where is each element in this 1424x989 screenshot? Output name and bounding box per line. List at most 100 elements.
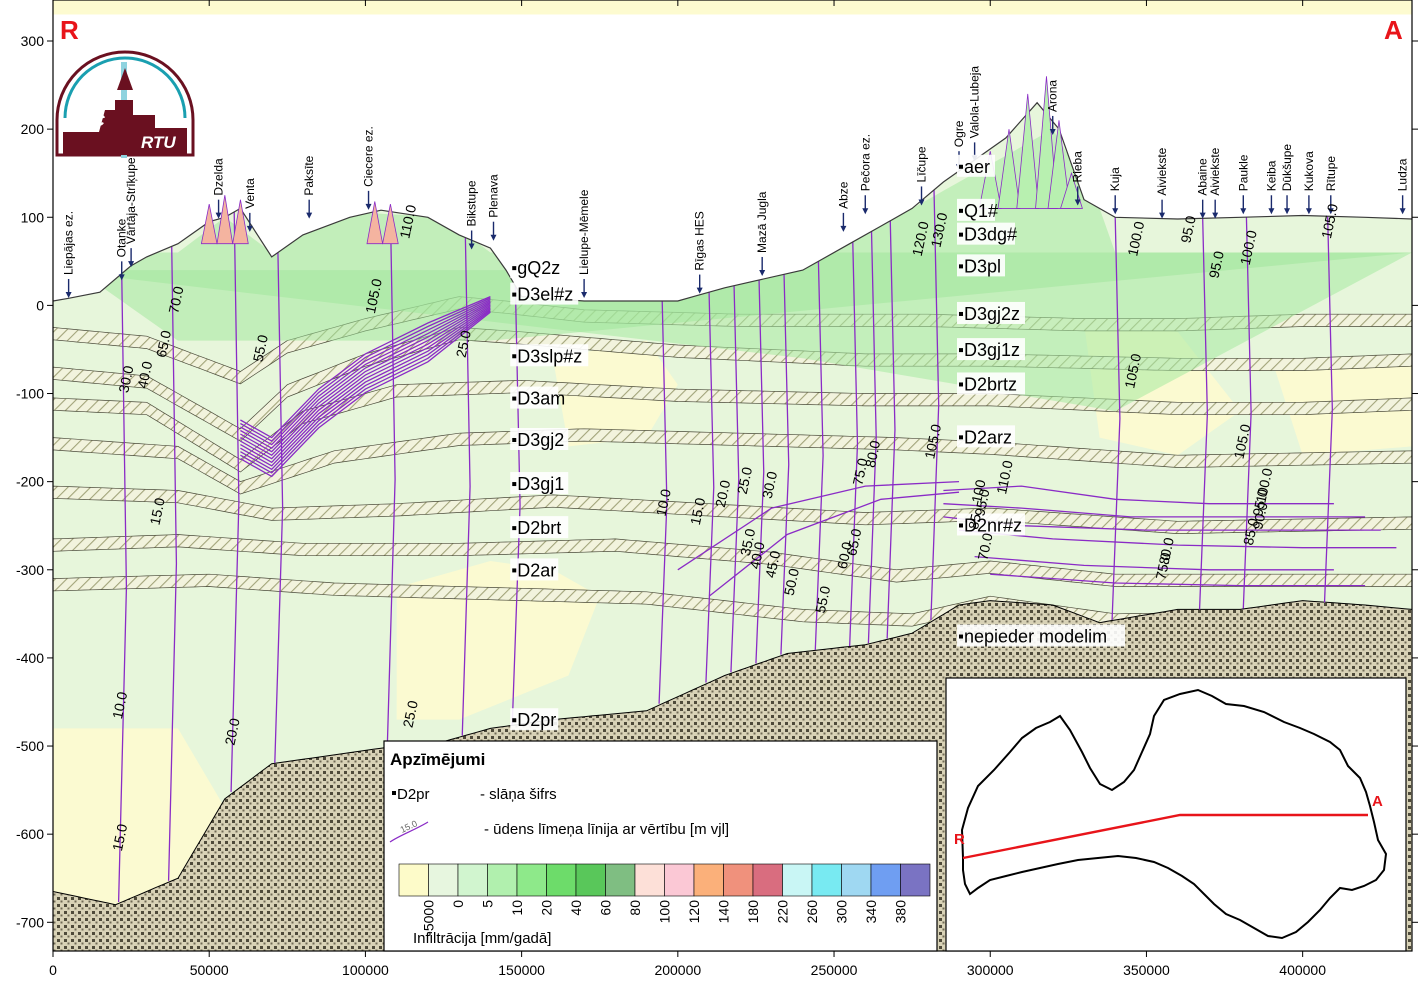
terrain-peak [1047, 120, 1071, 209]
colorbar-swatch [428, 863, 459, 897]
water-level-contour [167, 246, 178, 881]
river-arrowhead [1327, 208, 1334, 215]
water-level-contour [240, 303, 491, 457]
colorbar-swatch [398, 863, 429, 897]
river-label: Otanke [115, 218, 129, 257]
y-tick-label: -500 [16, 738, 44, 754]
layer-code: aer [964, 157, 990, 177]
layer-code-marker [512, 526, 517, 531]
contour-label: 70.0 [165, 285, 186, 315]
colorbar-tick-label: 300 [834, 900, 850, 924]
y-tick-label: -700 [16, 914, 44, 930]
contour-label: 85.0 [1240, 516, 1261, 546]
contour-label: 120.0 [909, 220, 932, 258]
contour-labels: 30.040.065.070.055.0105.0110.025.015.020… [109, 202, 1341, 852]
layer-code-box [510, 472, 569, 495]
colorbar-swatch [457, 863, 488, 897]
water-level-contour [705, 292, 715, 683]
layer-code-marker [512, 266, 517, 271]
layer-code-box [510, 427, 569, 450]
river-label: Rītupe [1324, 156, 1338, 192]
river-label: Līčupe [915, 146, 929, 182]
river-label: Dūkšupe [1280, 144, 1294, 192]
contour-label: 45.0 [762, 549, 783, 579]
y-tick-label: 100 [21, 209, 45, 225]
layer-code-marker [959, 311, 963, 316]
inset-label-a: A [1372, 793, 1383, 810]
contour-label: 75.0 [1152, 551, 1173, 581]
colorbar-tick-label: 80 [627, 900, 643, 916]
colorbar-tick-label: 0 [450, 900, 466, 908]
river-arrowhead [1074, 199, 1081, 206]
colorbar-swatch [487, 863, 518, 897]
water-level-contour [386, 211, 396, 747]
layer-code-marker [512, 292, 517, 297]
contour-label: 85 [965, 512, 984, 531]
layer-code-marker [512, 568, 517, 573]
water-level-contours [117, 189, 1397, 903]
layer-code: D3slp#z [517, 346, 582, 366]
contour-label: 60.0 [834, 540, 855, 570]
colorbar-tick-label: 120 [686, 900, 702, 924]
contour-label: 110.0 [993, 459, 1016, 496]
river-label: Bikstupe [465, 180, 479, 226]
river-label: Ludza [1396, 158, 1410, 191]
layer-code: gQ2z [517, 258, 560, 278]
y-tick-label: -100 [16, 386, 44, 402]
water-level-contour [461, 237, 471, 736]
river-label: Paksīte [302, 155, 316, 195]
water-level-contour [930, 189, 940, 621]
layer-code-marker [959, 348, 963, 353]
layer-code-box [510, 344, 589, 367]
water-level-contour [1242, 217, 1252, 609]
river-arrowhead [490, 234, 497, 241]
river-arrowhead [128, 261, 135, 268]
colorbar-tick-label: -5000 [421, 900, 437, 936]
colorbar-tick-label: 100 [657, 900, 673, 924]
river-arrowhead [118, 274, 125, 281]
water-level-contour [730, 285, 740, 673]
contour-label: 100 [968, 478, 989, 504]
water-level-contour [814, 261, 824, 651]
layer-code-box [510, 256, 559, 279]
river-arrowhead [65, 291, 72, 298]
infiltration-colorbar: -5000 0 5 10 20 40 60 80 100 120 140 180 220 260 300 34… [398, 863, 931, 936]
layer-code: D2pr [517, 710, 556, 730]
layer-code-box [510, 386, 559, 409]
river-label: Ogre [952, 120, 966, 147]
legend-layer-code-desc: - slāņa šifrs [480, 786, 557, 803]
axes: 0 50000 100000 150000 200000 250000 300000 3500… [16, 0, 1418, 978]
water-level-contour [240, 311, 491, 478]
water-level-contour [658, 300, 668, 704]
contour-label: 25.0 [734, 465, 755, 495]
layer-codes: gQ2z D3el#z D3slp#z D3am D3gj2 D3gj1 D2brt D2ar… [510, 154, 1125, 731]
layer-code: D2ar [517, 560, 556, 580]
layer-code-box [957, 372, 1025, 395]
water-level-contour [1323, 216, 1333, 603]
layer-code-marker [512, 437, 517, 442]
contour-label: 40.0 [746, 540, 767, 570]
layer-code-box [957, 624, 1125, 647]
x-tick-label: 100000 [342, 962, 389, 978]
layer-code: D3am [517, 389, 565, 409]
water-level-contour [708, 491, 960, 597]
colorbar-swatch [811, 863, 842, 897]
contour-label: 130.0 [928, 211, 951, 249]
river-arrowhead [1049, 128, 1056, 135]
layer-code-marker [959, 435, 963, 440]
colorbar-swatch [841, 863, 872, 897]
terrain-surface [53, 14, 1412, 302]
contour-label: 100.0 [1237, 229, 1260, 267]
layer-code: D3gj2z [964, 304, 1020, 324]
contour-label: 105.0 [1121, 352, 1144, 390]
emc-rtu-logo: EMC RTU [55, 50, 195, 158]
colorbar-tick-label: 220 [775, 900, 791, 924]
colorbar-tick-label: 60 [598, 900, 614, 916]
layer-code-box [957, 254, 1005, 277]
section-end-letter: A [1384, 15, 1403, 45]
contour-label: 105.0 [921, 422, 944, 460]
water-level-contour [240, 310, 491, 474]
y-tick-label: 0 [36, 297, 44, 313]
